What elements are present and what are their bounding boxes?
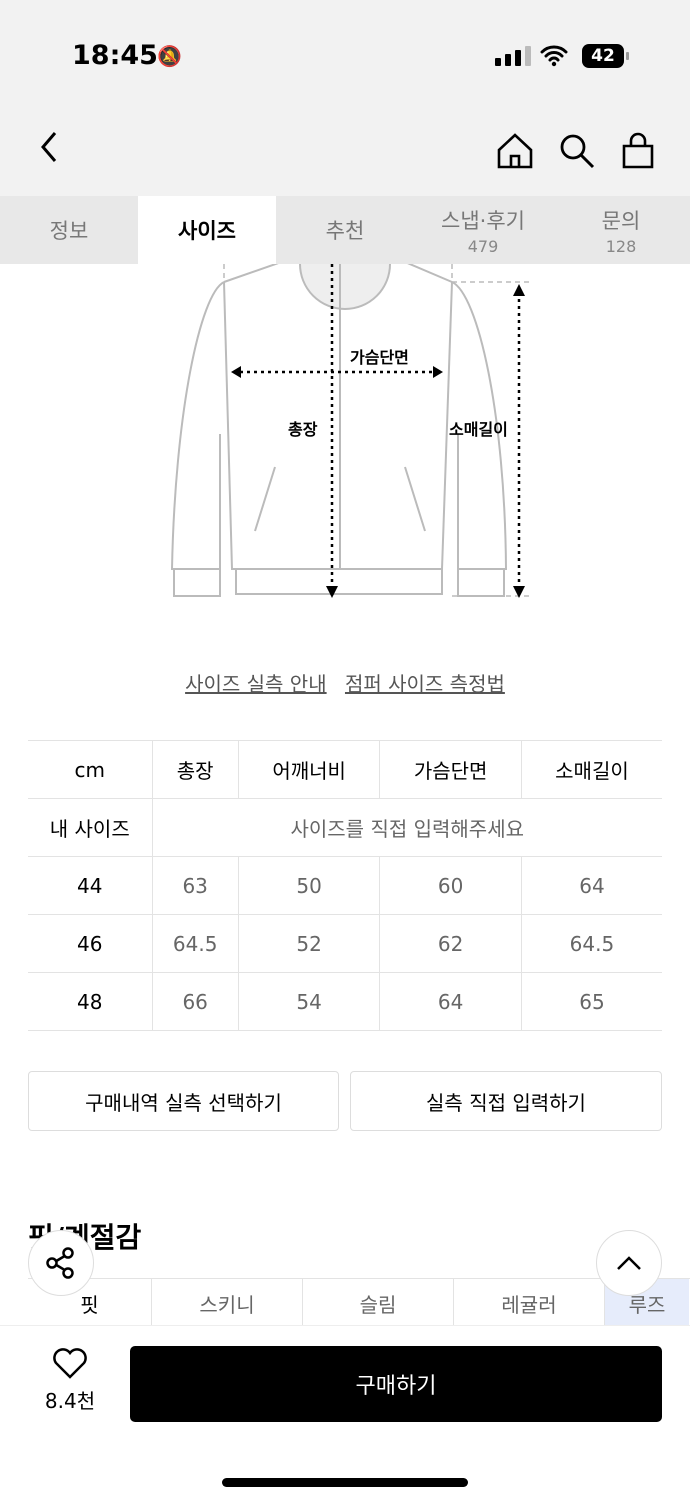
value-cell: 50 bbox=[237, 856, 381, 915]
clock: 18:45 bbox=[72, 40, 158, 71]
value-cell: 64 bbox=[379, 972, 522, 1031]
like-count: 8.4천 bbox=[44, 1389, 96, 1413]
like-button[interactable]: 8.4천 bbox=[30, 1348, 110, 1414]
size-guide-link[interactable]: 사이즈 실측 안내 bbox=[185, 672, 327, 696]
value-cell: 62 bbox=[379, 914, 522, 973]
tab-count: 479 bbox=[467, 236, 499, 256]
bell-muted-icon: 🔕 bbox=[157, 44, 182, 68]
table-row: 44 63 50 60 64 bbox=[28, 856, 662, 915]
jacket-illustration bbox=[170, 258, 532, 598]
value-cell: 64.5 bbox=[520, 914, 662, 973]
tab-label: 추천 bbox=[325, 219, 365, 243]
back-icon[interactable] bbox=[38, 130, 60, 164]
size-cell: 48 bbox=[28, 972, 153, 1031]
tab-inquiry[interactable]: 문의 128 bbox=[552, 196, 690, 264]
size-cell: 44 bbox=[28, 856, 153, 915]
size-table: cm 총장 어깨너비 가슴단면 소매길이 내 사이즈 사이즈를 직접 입력해주세… bbox=[28, 740, 662, 1031]
tab-label: 정보 bbox=[49, 219, 89, 243]
my-size-input-prompt[interactable]: 사이즈를 직접 입력해주세요 bbox=[151, 798, 662, 857]
size-diagram: 가슴단면 총장 소매길이 bbox=[0, 258, 690, 604]
tab-count: 128 bbox=[605, 236, 637, 256]
tab-recommend[interactable]: 추천 bbox=[276, 196, 414, 264]
fit-row: 핏 스키니 슬림 레귤러 루즈 bbox=[28, 1278, 690, 1328]
home-indicator bbox=[222, 1478, 468, 1487]
purchase-history-button[interactable]: 구매내역 실측 선택하기 bbox=[28, 1071, 339, 1131]
my-size-label: 내 사이즈 bbox=[28, 798, 153, 857]
tab-snap-review[interactable]: 스냅·후기 479 bbox=[414, 196, 552, 264]
table-row: 46 64.5 52 62 64.5 bbox=[28, 914, 662, 973]
header-cell: 소매길이 bbox=[520, 740, 662, 799]
fit-row-label: 핏 bbox=[28, 1279, 152, 1328]
value-cell: 54 bbox=[237, 972, 381, 1031]
product-tabs: 정보 사이즈 추천 스냅·후기 479 문의 128 bbox=[0, 196, 690, 264]
value-cell: 63 bbox=[151, 856, 239, 915]
scroll-top-button[interactable] bbox=[596, 1230, 662, 1296]
share-icon bbox=[46, 1247, 74, 1279]
tab-label: 스냅·후기 bbox=[441, 208, 525, 233]
my-size-row: 내 사이즈 사이즈를 직접 입력해주세요 bbox=[28, 798, 662, 857]
bottom-bar: 8.4천 구매하기 bbox=[0, 1325, 690, 1500]
table-header: cm 총장 어깨너비 가슴단면 소매길이 bbox=[28, 740, 662, 799]
home-icon[interactable] bbox=[496, 132, 534, 170]
value-cell: 64.5 bbox=[151, 914, 239, 973]
status-bar: 18:45 🔕 42 bbox=[0, 0, 690, 100]
share-button[interactable] bbox=[28, 1230, 94, 1296]
size-cell: 46 bbox=[28, 914, 153, 973]
sleeve-label: 소매길이 bbox=[449, 420, 508, 439]
fit-option: 레귤러 bbox=[454, 1279, 605, 1328]
tab-size[interactable]: 사이즈 bbox=[138, 196, 276, 264]
measure-method-link[interactable]: 점퍼 사이즈 측정법 bbox=[344, 672, 505, 696]
signal-icon bbox=[495, 46, 531, 66]
value-cell: 65 bbox=[520, 972, 662, 1031]
value-cell: 52 bbox=[237, 914, 381, 973]
buy-button[interactable]: 구매하기 bbox=[130, 1346, 662, 1422]
header-cell: 가슴단면 bbox=[379, 740, 522, 799]
manual-input-button[interactable]: 실측 직접 입력하기 bbox=[350, 1071, 662, 1131]
tab-label: 문의 bbox=[601, 208, 641, 233]
value-cell: 60 bbox=[379, 856, 522, 915]
value-cell: 64 bbox=[520, 856, 662, 915]
search-icon[interactable] bbox=[558, 132, 596, 170]
size-guide-links: 사이즈 실측 안내 점퍼 사이즈 측정법 bbox=[0, 668, 690, 697]
length-label: 총장 bbox=[288, 420, 318, 439]
value-cell: 66 bbox=[151, 972, 239, 1031]
header-cell: cm bbox=[28, 740, 153, 799]
tab-label: 사이즈 bbox=[178, 219, 236, 243]
tab-info[interactable]: 정보 bbox=[0, 196, 138, 264]
fit-option: 스키니 bbox=[152, 1279, 303, 1328]
header-cell: 어깨너비 bbox=[237, 740, 381, 799]
top-nav bbox=[0, 100, 690, 196]
chevron-up-icon bbox=[617, 1256, 641, 1270]
table-row: 48 66 54 64 65 bbox=[28, 972, 662, 1031]
battery-icon: 42 bbox=[582, 44, 629, 68]
header-cell: 총장 bbox=[151, 740, 239, 799]
chest-label: 가슴단면 bbox=[350, 348, 409, 367]
wifi-icon bbox=[540, 45, 568, 67]
shopping-bag-icon[interactable] bbox=[620, 132, 658, 170]
heart-icon bbox=[53, 1348, 87, 1379]
fit-option: 슬림 bbox=[303, 1279, 454, 1328]
